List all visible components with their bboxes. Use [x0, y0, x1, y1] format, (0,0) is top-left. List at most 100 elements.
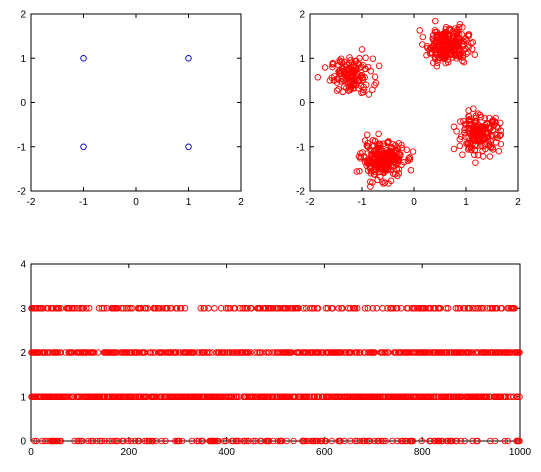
- data-point: [363, 157, 370, 164]
- data-point: [371, 147, 378, 154]
- data-point: [84, 437, 92, 445]
- data-point: [504, 437, 512, 445]
- data-point: [353, 168, 361, 175]
- data-point: [419, 33, 427, 41]
- data-point: [467, 39, 475, 47]
- data-point: [385, 148, 393, 155]
- data-point: [96, 437, 104, 445]
- data-point: [158, 393, 165, 401]
- data-point: [111, 437, 118, 445]
- data-point: [204, 349, 211, 356]
- data-point: [372, 158, 379, 166]
- data-point: [211, 305, 218, 312]
- data-point: [85, 305, 93, 312]
- data-point: [375, 437, 382, 445]
- data-point: [398, 144, 406, 152]
- plot-frame: [309, 13, 519, 192]
- data-point: [311, 393, 319, 401]
- data-point: [372, 79, 380, 87]
- data-point: [448, 437, 456, 445]
- data-point: [452, 305, 460, 312]
- data-point: [185, 143, 192, 151]
- data-point: [177, 305, 185, 312]
- y-tick-label: 1: [299, 54, 305, 65]
- data-point: [389, 437, 396, 445]
- data-point: [471, 151, 478, 158]
- data-point: [400, 158, 408, 166]
- data-point: [212, 437, 219, 445]
- data-point: [456, 305, 464, 312]
- y-tick-label: 1: [20, 392, 26, 403]
- data-point: [378, 437, 385, 445]
- data-point: [448, 35, 455, 42]
- data-point: [363, 142, 370, 149]
- data-point: [274, 437, 282, 445]
- data-point: [484, 349, 492, 356]
- x-tick-label: 2: [238, 197, 244, 208]
- scatter-plot-bottom: 0 200 400 600 800 1000 0 1 2 3 4: [20, 260, 531, 459]
- data-point: [125, 305, 132, 312]
- data-point: [89, 437, 97, 445]
- data-point: [381, 162, 389, 169]
- data-point: [467, 146, 475, 154]
- data-point: [497, 127, 505, 135]
- data-point: [469, 133, 477, 140]
- data-point: [137, 305, 145, 312]
- data-point: [419, 41, 426, 48]
- data-point: [497, 131, 505, 139]
- data-point: [333, 79, 341, 86]
- data-point: [487, 137, 494, 145]
- data-point: [364, 143, 372, 151]
- x-tick-label: 1: [463, 197, 469, 208]
- data-point: [131, 437, 139, 445]
- data-point: [486, 437, 494, 445]
- data-point: [314, 305, 322, 312]
- data-point: [415, 305, 423, 312]
- data-point: [243, 437, 250, 445]
- data-point: [465, 113, 473, 120]
- data-point: [339, 88, 347, 96]
- data-point: [269, 437, 277, 445]
- data-point: [434, 59, 441, 66]
- data-point: [69, 305, 76, 312]
- data-point: [181, 305, 189, 312]
- x-tick-label: -2: [27, 197, 36, 208]
- data-point: [409, 148, 417, 155]
- data-point: [445, 58, 452, 66]
- data-point: [241, 437, 248, 445]
- data-point: [469, 305, 476, 312]
- data-point: [254, 349, 261, 356]
- data-point: [399, 437, 407, 445]
- data-point: [141, 437, 149, 445]
- data-point: [374, 150, 382, 158]
- data-point: [471, 119, 479, 126]
- data-point: [485, 130, 492, 137]
- data-point: [315, 393, 323, 401]
- data-point: [80, 55, 87, 62]
- data-point: [329, 63, 336, 71]
- data-point: [95, 305, 103, 312]
- data-point: [363, 131, 371, 139]
- data-point: [152, 305, 159, 312]
- data-point: [455, 24, 463, 31]
- data-point: [201, 349, 208, 356]
- data-point: [446, 27, 454, 34]
- data-point: [159, 305, 166, 312]
- data-point: [380, 437, 387, 445]
- data-point: [71, 437, 78, 445]
- data-point: [496, 132, 504, 139]
- data-point: [158, 437, 165, 445]
- data-point: [41, 349, 49, 356]
- data-point: [347, 437, 354, 445]
- data-point: [39, 305, 47, 312]
- data-point: [465, 112, 472, 120]
- data-point: [367, 67, 375, 75]
- y-tick-label: -1: [296, 142, 305, 153]
- data-point: [436, 437, 443, 445]
- data-point: [446, 43, 454, 51]
- data-point: [492, 139, 500, 146]
- data-point: [487, 144, 494, 151]
- data-point: [120, 437, 127, 445]
- data-point: [369, 305, 377, 312]
- data-point: [98, 305, 106, 312]
